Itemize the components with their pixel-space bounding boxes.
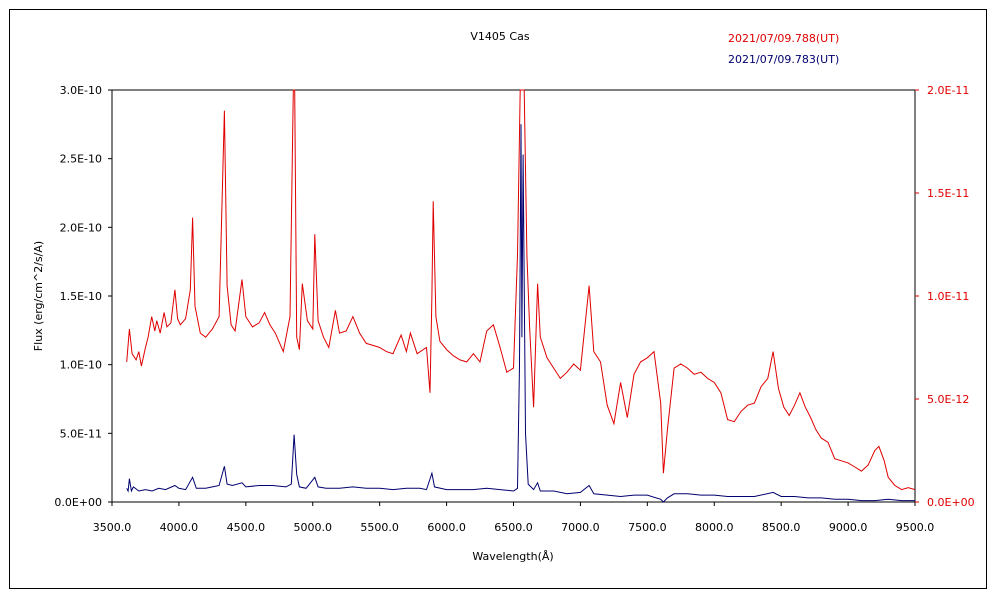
- y-left-tick-label: 3.0E-10: [60, 84, 102, 97]
- series-line-2: [126, 124, 915, 503]
- y-right-tick-label: 1.5E-11: [927, 187, 969, 200]
- x-tick-label: 3500.0: [93, 521, 132, 534]
- y-left-axis: 0.0E+00 5.0E-11 1.0E-10 1.5E-10 2.0E-10 2.5E-…: [54, 84, 112, 509]
- x-tick-label: 4000.0: [160, 521, 199, 534]
- legend-entry-series-2: 2021/07/09.783(UT): [728, 53, 839, 66]
- x-tick-label: 6000.0: [427, 521, 466, 534]
- y-axis-label: Flux (erg/cm^2/s/A): [32, 241, 45, 351]
- x-tick-label: 9000.0: [829, 521, 868, 534]
- x-tick-label: 4500.0: [227, 521, 266, 534]
- chart-title: V1405 Cas: [470, 30, 529, 43]
- y-left-tick-label: 2.0E-10: [60, 221, 102, 234]
- chart-frame: [9, 9, 987, 589]
- x-tick-label: 8000.0: [695, 521, 734, 534]
- y-right-tick-label: 0.0E+00: [927, 496, 975, 509]
- y-left-tick-label: 5.0E-11: [60, 427, 102, 440]
- x-tick-label: 9500.0: [896, 521, 935, 534]
- y-right-tick-label: 2.0E-11: [927, 84, 969, 97]
- y-right-tick-label: 5.0E-12: [927, 393, 969, 406]
- y-right-axis: 0.0E+00 5.0E-12 1.0E-11 1.5E-11 2.0E-11: [915, 84, 975, 509]
- y-left-tick-label: 1.0E-10: [60, 359, 102, 372]
- x-tick-label: 5000.0: [294, 521, 333, 534]
- legend-entry-series-1: 2021/07/09.788(UT): [728, 32, 839, 45]
- y-right-tick-label: 1.0E-11: [927, 290, 969, 303]
- y-left-tick-label: 2.5E-10: [60, 153, 102, 166]
- y-left-tick-label: 1.5E-10: [60, 290, 102, 303]
- x-axis: 3500.0 4000.0 4500.0 5000.0 5500.0 6000.0 6500…: [93, 502, 935, 534]
- x-tick-label: 6500.0: [494, 521, 533, 534]
- x-tick-label: 5500.0: [360, 521, 399, 534]
- x-tick-label: 7500.0: [628, 521, 667, 534]
- y-left-tick-label: 0.0E+00: [54, 496, 102, 509]
- x-tick-label: 8500.0: [762, 521, 801, 534]
- series-line-1: [126, 89, 916, 491]
- x-tick-label: 7000.0: [561, 521, 600, 534]
- x-axis-label: Wavelength(Å): [472, 550, 553, 563]
- series-layer: [126, 89, 916, 503]
- plot-area: [111, 89, 916, 503]
